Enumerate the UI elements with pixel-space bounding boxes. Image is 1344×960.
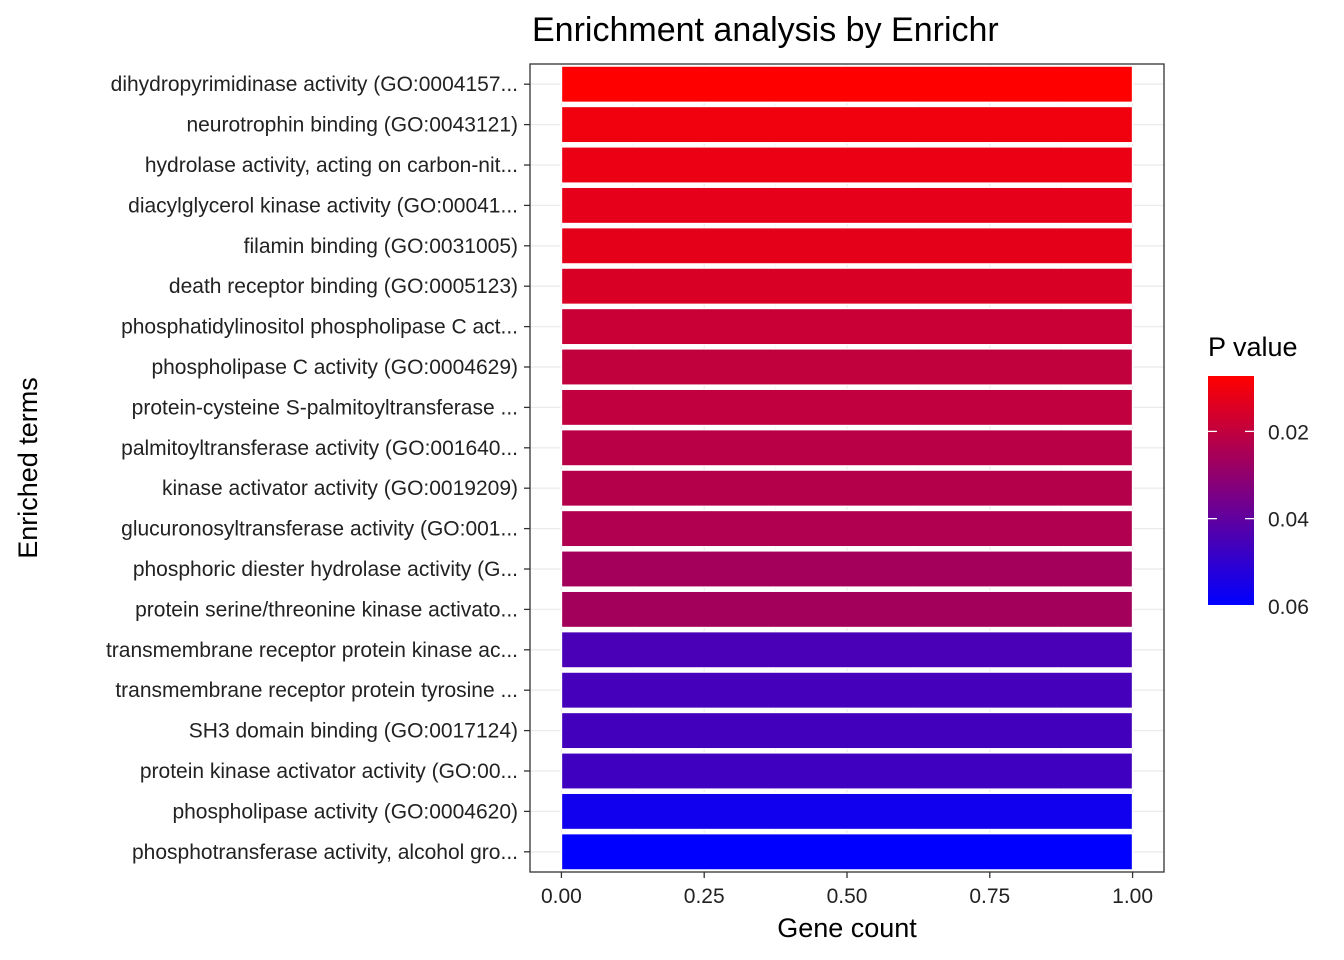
y-tick-label: phosphatidylinositol phospholipase C act…	[121, 316, 518, 339]
y-tick-label: protein serine/threonine kinase activato…	[135, 598, 518, 621]
legend-title: P value	[1208, 332, 1298, 362]
bar	[560, 307, 1134, 346]
bar	[560, 752, 1134, 790]
y-tick-label: protein-cysteine S-palmitoyltransferase …	[132, 396, 518, 419]
bar	[560, 590, 1134, 629]
legend-tick-label: 0.06	[1268, 596, 1309, 619]
y-tick-label: death receptor binding (GO:0005123)	[169, 275, 518, 298]
bar	[560, 388, 1134, 427]
y-tick-label: phosphotransferase activity, alcohol gro…	[132, 841, 518, 864]
bar	[560, 186, 1134, 225]
bar	[560, 428, 1134, 467]
y-tick-label: neurotrophin binding (GO:0043121)	[186, 114, 518, 137]
x-tick-label: 0.50	[827, 885, 868, 908]
y-tick-label: kinase activator activity (GO:0019209)	[162, 477, 518, 500]
bar	[560, 630, 1134, 669]
y-tick-label: glucuronosyltransferase activity (GO:001…	[121, 518, 518, 541]
y-tick-label: transmembrane receptor protein tyrosine …	[115, 679, 518, 702]
bar	[560, 146, 1134, 184]
bar	[560, 469, 1134, 508]
x-tick-label: 0.25	[684, 885, 725, 908]
y-tick-label: phospholipase C activity (GO:0004629)	[151, 356, 518, 379]
chart-title: Enrichment analysis by Enrichr	[532, 11, 999, 49]
x-axis-title: Gene count	[777, 913, 917, 943]
y-tick-label: dihydropyrimidinase activity (GO:0004157…	[111, 73, 518, 96]
y-tick-label: transmembrane receptor protein kinase ac…	[106, 639, 518, 662]
legend-tick-label: 0.02	[1268, 421, 1309, 444]
legend-tick-label: 0.04	[1268, 509, 1309, 532]
bar	[560, 711, 1134, 750]
bar	[560, 509, 1134, 548]
bar	[560, 348, 1134, 386]
y-tick-label: hydrolase activity, acting on carbon-nit…	[145, 154, 518, 177]
y-tick-label: SH3 domain binding (GO:0017124)	[189, 720, 518, 743]
bar	[560, 792, 1134, 831]
x-tick-label: 0.75	[969, 885, 1010, 908]
y-tick-label: protein kinase activator activity (GO:00…	[140, 760, 518, 783]
x-axis: 0.00 0.25 0.50 0.75 1.00	[541, 872, 1153, 908]
bar	[560, 671, 1134, 710]
y-tick-label: phosphoric diester hydrolase activity (G…	[133, 558, 518, 581]
x-tick-label: 1.00	[1112, 885, 1153, 908]
bar	[560, 832, 1134, 871]
bar	[560, 550, 1134, 588]
bars	[560, 65, 1134, 871]
y-tick-label: phospholipase activity (GO:0004620)	[172, 800, 518, 823]
y-tick-label: palmitoyltransferase activity (GO:001640…	[121, 437, 518, 460]
y-tick-label: diacylglycerol kinase activity (GO:00041…	[128, 194, 518, 217]
bar	[560, 226, 1134, 265]
y-axis-title: Enriched terms	[13, 377, 43, 559]
legend-colorbar	[1208, 376, 1254, 605]
bar	[560, 65, 1134, 104]
y-axis: dihydropyrimidinase activity (GO:0004157…	[106, 73, 530, 864]
bar	[560, 267, 1134, 306]
y-tick-label: filamin binding (GO:0031005)	[244, 235, 518, 258]
bar	[560, 105, 1134, 144]
x-tick-label: 0.00	[541, 885, 582, 908]
legend: P value 0.02 0.04 0.06	[1208, 332, 1309, 619]
